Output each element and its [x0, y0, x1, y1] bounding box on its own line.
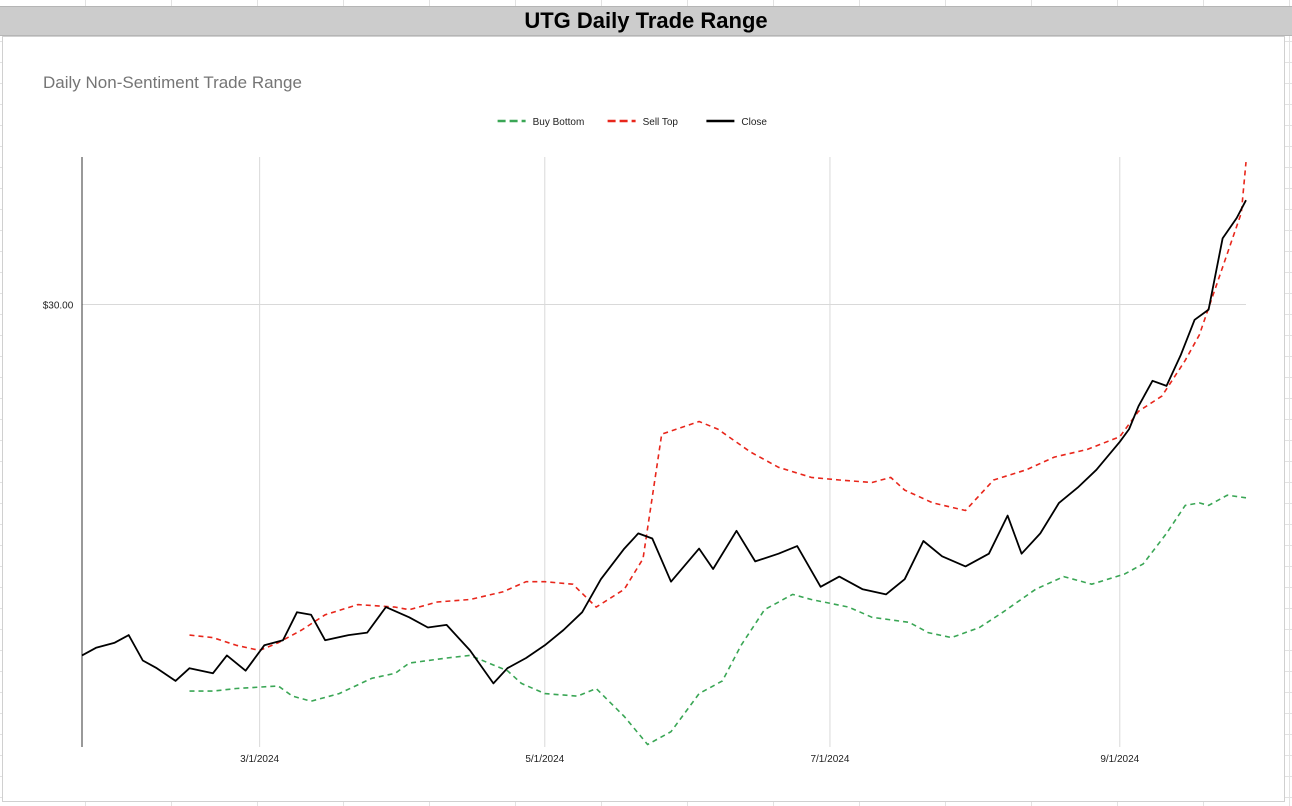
legend-label: Close: [741, 117, 767, 128]
line-chart: 3/1/2024 5/1/2024 7/1/2024 9/1/2024 $30.00 B…: [43, 117, 1247, 766]
legend-label: Sell Top: [643, 117, 679, 128]
x-tick-label: 5/1/2024: [525, 754, 564, 765]
x-tick-label: 7/1/2024: [810, 754, 849, 765]
series-line-close: [81, 199, 1247, 685]
tick-labels: 3/1/2024 5/1/2024 7/1/2024 9/1/2024 $30.00: [43, 301, 1140, 766]
series-line-buy-bottom: [189, 494, 1247, 746]
series-lines: [81, 162, 1247, 746]
chart-title: Daily Non-Sentiment Trade Range: [43, 73, 302, 92]
sheet-title: UTG Daily Trade Range: [0, 6, 1292, 36]
legend-item-sell-top[interactable]: Sell Top: [607, 117, 679, 128]
chart-panel[interactable]: Daily Non-Sentiment Trade Range 3/1/2024…: [2, 36, 1285, 802]
y-tick-label: $30.00: [43, 301, 74, 312]
x-tick-label: 9/1/2024: [1100, 754, 1139, 765]
series-line-sell-top: [189, 162, 1247, 652]
grid-lines: [82, 157, 1246, 747]
legend: Buy Bottom Sell Top Close: [497, 117, 767, 128]
legend-item-close[interactable]: Close: [706, 117, 767, 128]
x-tick-label: 3/1/2024: [240, 754, 279, 765]
legend-label: Buy Bottom: [533, 117, 585, 128]
legend-item-buy-bottom[interactable]: Buy Bottom: [497, 117, 585, 128]
